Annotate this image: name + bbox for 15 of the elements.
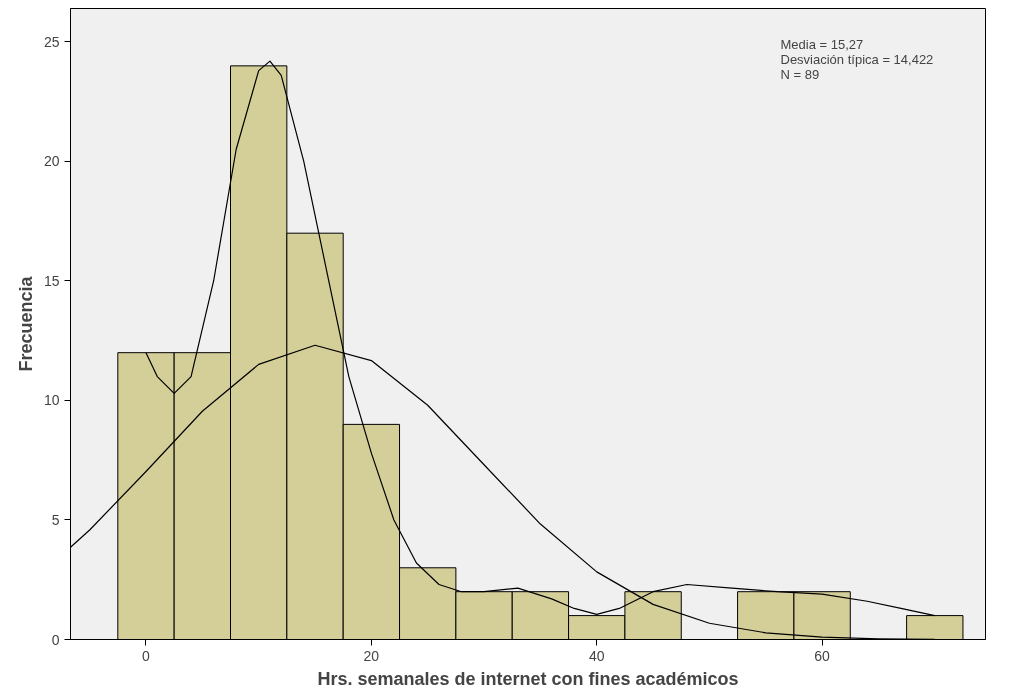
x-tick-label: 20 [363, 647, 380, 664]
y-tick-label: 15 [43, 272, 60, 289]
annotation: Desviación típica = 14,422 [780, 51, 934, 67]
y-axis-title: Frecuencia [15, 275, 36, 372]
annotation: Media = 15,27 [780, 36, 864, 52]
x-tick-label: 0 [142, 647, 151, 664]
x-axis-title: Hrs. semanales de internet con fines académicos [317, 668, 739, 689]
y-tick-label: 5 [51, 511, 60, 528]
x-tick-label: 60 [814, 647, 831, 664]
y-tick-label: 20 [43, 153, 60, 170]
annotation: N = 89 [780, 66, 820, 82]
y-tick-label: 25 [43, 33, 60, 50]
y-tick-label: 10 [43, 392, 60, 409]
x-tick-label: 40 [588, 647, 605, 664]
y-tick-label: 0 [51, 631, 60, 648]
